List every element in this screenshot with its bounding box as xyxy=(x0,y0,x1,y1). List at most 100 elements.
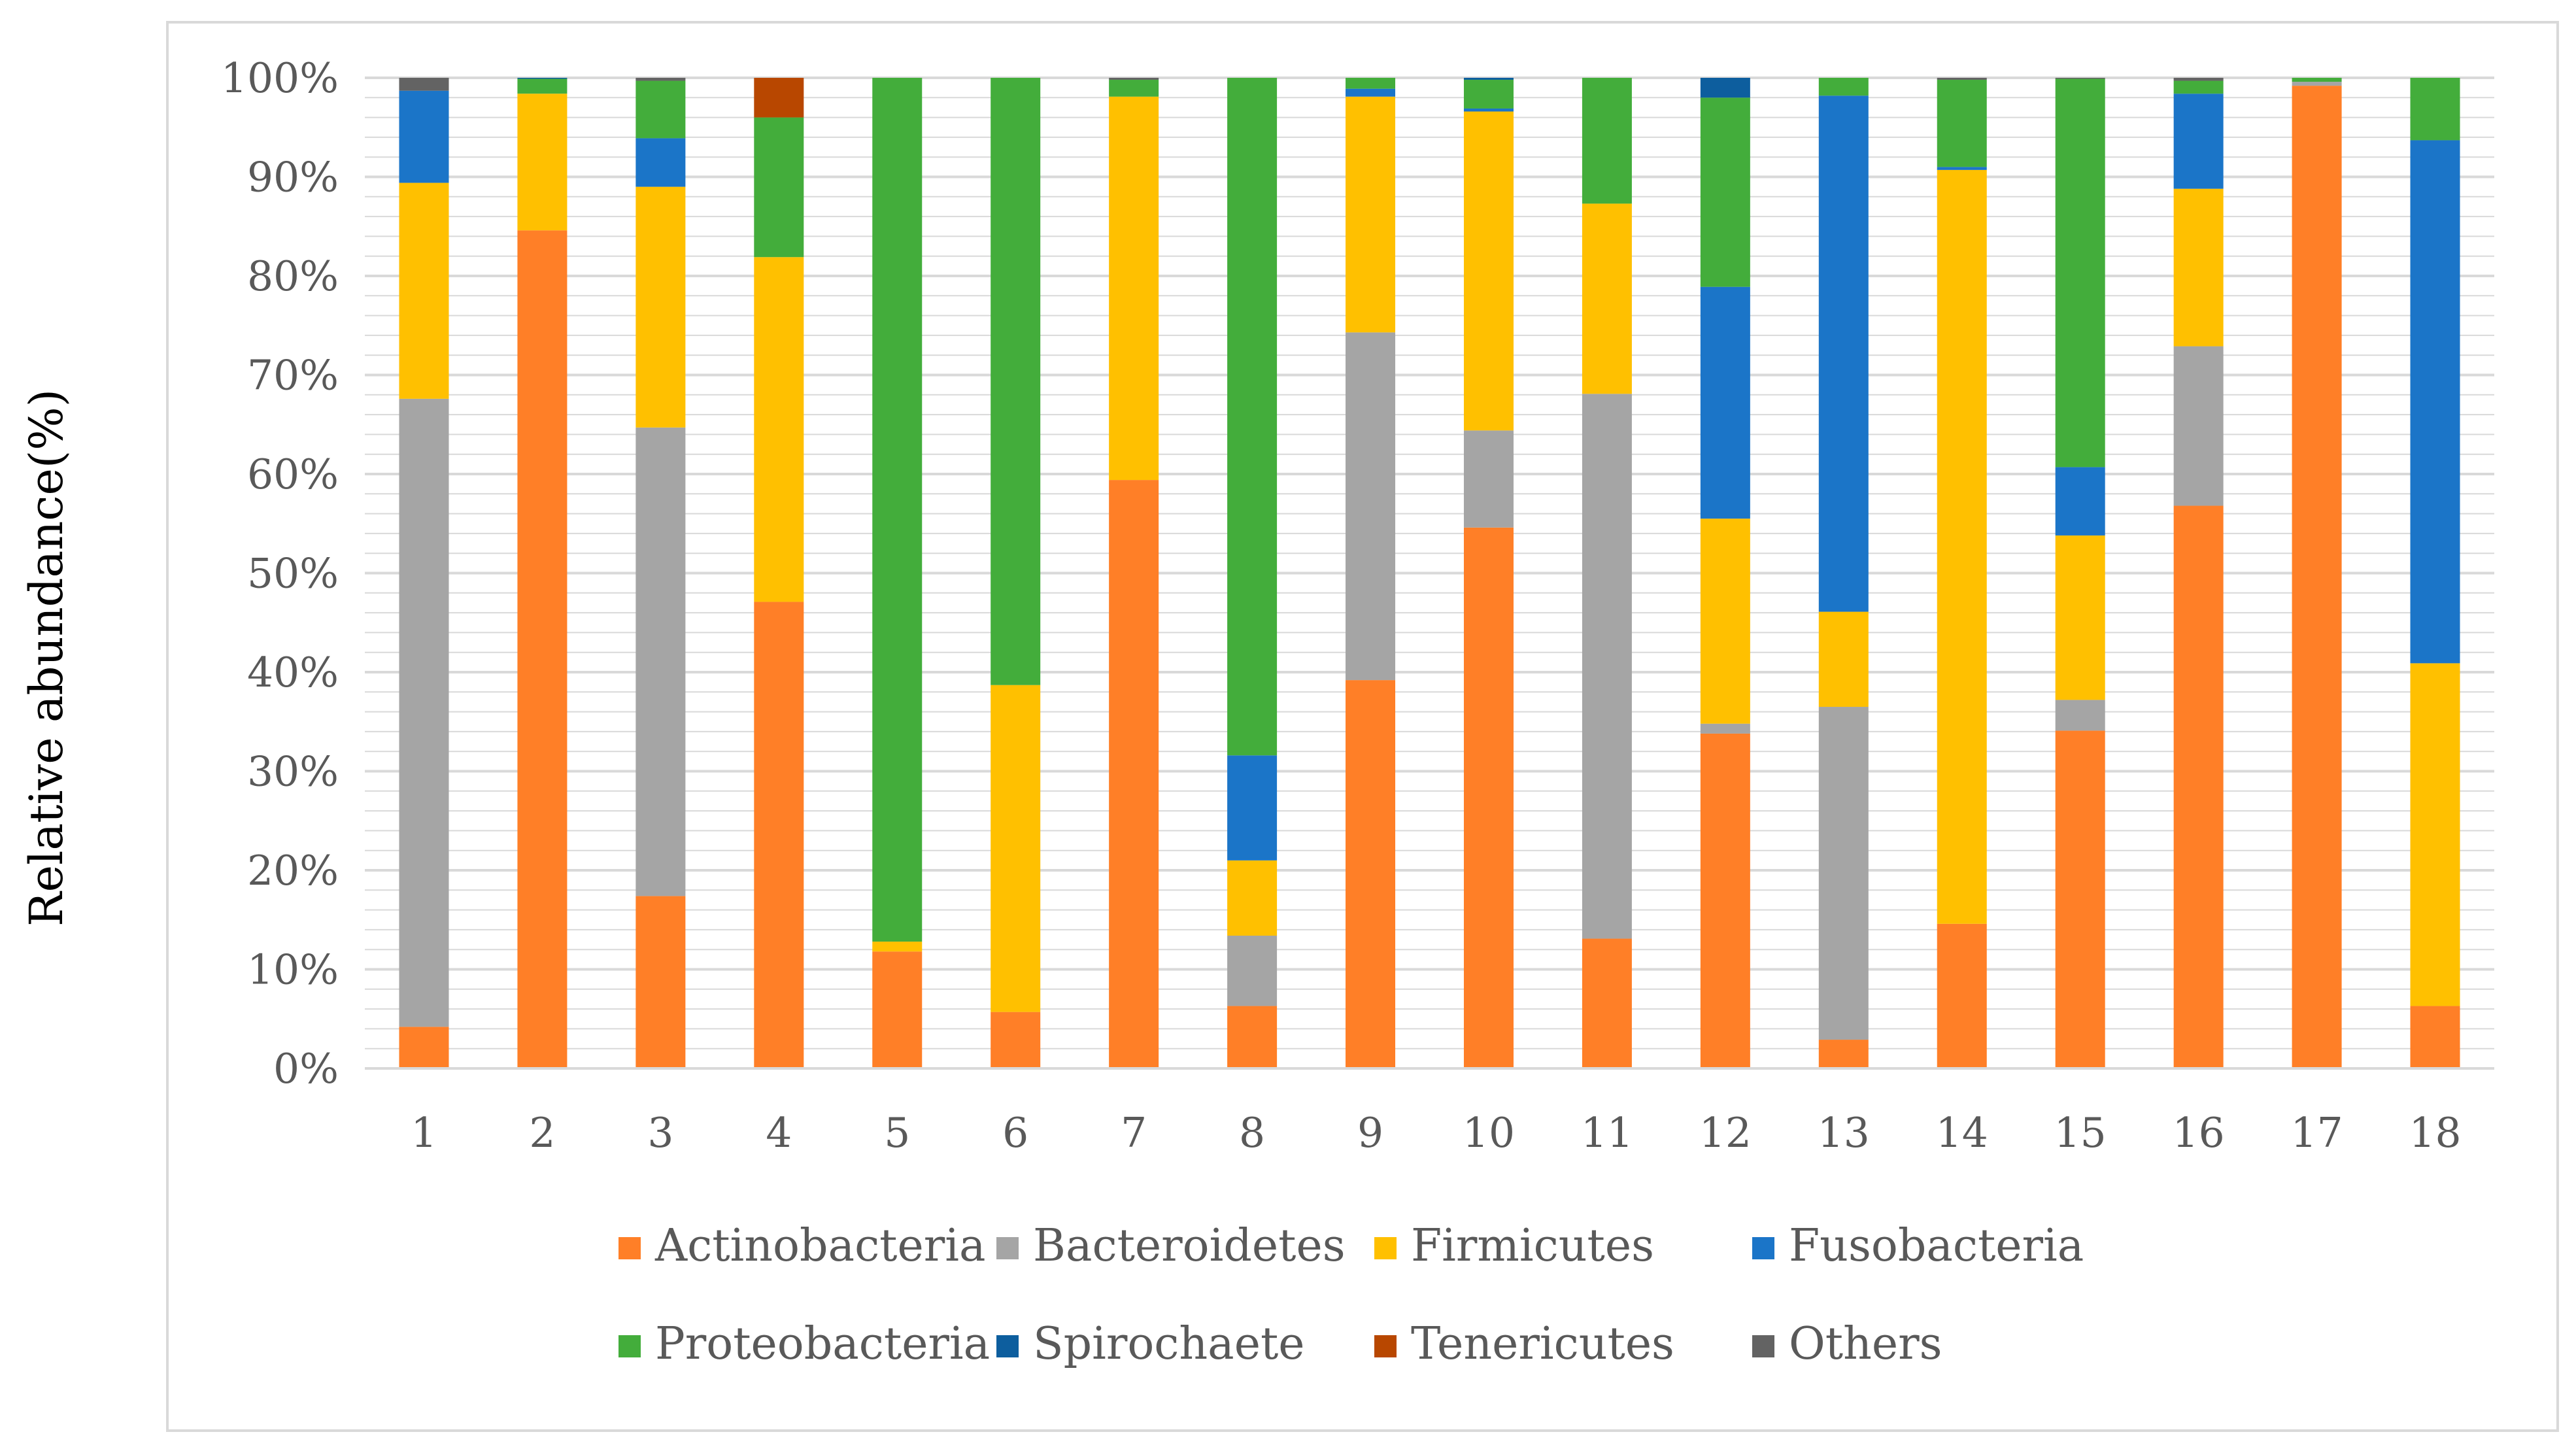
legend-swatch xyxy=(619,1335,641,1357)
bar-segment-proteobacteria xyxy=(2410,78,2460,141)
bar-segment-proteobacteria xyxy=(1463,80,1514,109)
bar-segment-firmicutes xyxy=(1463,111,1514,431)
bar-segment-fusobacteria xyxy=(2410,140,2460,664)
legend-label: Others xyxy=(1789,1318,1942,1370)
bar-segment-actinobacteria xyxy=(2055,730,2105,1068)
bar-segment-fusobacteria xyxy=(399,90,449,183)
bar-segment-firmicutes xyxy=(991,685,1041,1012)
bar-segment-firmicutes xyxy=(1582,203,1632,394)
x-tick-label: 8 xyxy=(1239,1109,1265,1157)
bar-segment-tenericutes xyxy=(754,78,804,118)
bar-segment-firmicutes xyxy=(1227,860,1278,936)
bar-segment-actinobacteria xyxy=(2410,1006,2460,1068)
y-tick-label: 60% xyxy=(247,451,339,498)
bar-segment-fusobacteria xyxy=(1700,286,1750,519)
bar-segment-actinobacteria xyxy=(1582,938,1632,1068)
bar-segment-actinobacteria xyxy=(1109,480,1159,1068)
legend-swatch xyxy=(1752,1237,1774,1259)
x-tick-label: 18 xyxy=(2409,1109,2461,1157)
x-tick-label: 15 xyxy=(2054,1109,2107,1157)
bar-segment-fusobacteria xyxy=(2173,94,2224,189)
bar-segment-fusobacteria xyxy=(1463,108,1514,112)
axes: 0%10%20%30%40%50%60%70%80%90%100%1 2 3 4 5 6 7… xyxy=(221,54,2494,1157)
bar-segment-firmicutes xyxy=(2173,188,2224,347)
bar-segment-actinobacteria xyxy=(1937,923,1987,1068)
bar-segment-bacteroidetes xyxy=(2292,82,2342,86)
legend-swatch xyxy=(996,1237,1019,1259)
x-tick-label: 16 xyxy=(2173,1109,2225,1157)
y-tick-label: 100% xyxy=(221,54,339,102)
bar-segment-others xyxy=(2055,78,2105,79)
bar-segment-firmicutes xyxy=(2410,663,2460,1006)
y-tick-label: 70% xyxy=(247,352,339,400)
legend-swatch xyxy=(996,1335,1019,1357)
bar-segment-fusobacteria xyxy=(1227,755,1278,860)
bar-segment-actinobacteria xyxy=(991,1012,1041,1068)
legend: Actinobacteria Bacteroidetes Firmicutes Fus… xyxy=(619,1220,2084,1370)
bar-segment-spirochaete xyxy=(517,78,568,79)
bar-segment-firmicutes xyxy=(399,182,449,399)
bar-segment-others xyxy=(1109,78,1159,80)
legend-label: Fusobacteria xyxy=(1789,1220,2084,1272)
legend-swatch xyxy=(1374,1237,1397,1259)
bar-segment-spirochaete xyxy=(1463,78,1514,80)
bar-segment-fusobacteria xyxy=(2055,467,2105,536)
bar-segment-actinobacteria xyxy=(1346,680,1396,1068)
bar-segment-spirochaete xyxy=(1700,78,1750,98)
bar-segment-actinobacteria xyxy=(754,602,804,1068)
bar-segment-firmicutes xyxy=(754,257,804,602)
x-tick-label: 5 xyxy=(884,1109,910,1157)
bar-segment-actinobacteria xyxy=(2173,505,2224,1068)
bar-segment-bacteroidetes xyxy=(1582,394,1632,939)
bar-segment-actinobacteria xyxy=(1818,1040,1869,1068)
y-axis-label: Relative abundance(%) xyxy=(20,389,73,927)
bar-segment-firmicutes xyxy=(1818,611,1869,707)
bar-segment-proteobacteria xyxy=(2173,80,2224,94)
bar-segment-firmicutes xyxy=(872,942,923,952)
y-tick-label: 40% xyxy=(247,649,339,696)
bar-segment-actinobacteria xyxy=(399,1027,449,1068)
bar-segment-proteobacteria xyxy=(1346,78,1396,89)
x-tick-label: 4 xyxy=(766,1109,792,1157)
bar-segment-bacteroidetes xyxy=(2173,346,2224,506)
x-tick-label: 1 xyxy=(411,1109,437,1157)
bar-segment-actinobacteria xyxy=(1700,733,1750,1068)
bar-segment-firmicutes xyxy=(636,186,686,428)
bar-segment-firmicutes xyxy=(1109,96,1159,481)
legend-label: Tenericutes xyxy=(1411,1318,1674,1370)
bar-segment-bacteroidetes xyxy=(1463,430,1514,528)
x-tick-label: 7 xyxy=(1121,1109,1147,1157)
x-tick-label: 13 xyxy=(1818,1109,1870,1157)
bar-segment-others xyxy=(2173,78,2224,81)
bars xyxy=(399,78,2460,1068)
bar-segment-bacteroidetes xyxy=(2055,700,2105,731)
legend-label: Firmicutes xyxy=(1411,1220,1654,1272)
bar-segment-proteobacteria xyxy=(2055,78,2105,468)
x-tick-label: 11 xyxy=(1581,1109,1633,1157)
bar-segment-proteobacteria xyxy=(636,80,686,139)
bar-segment-actinobacteria xyxy=(1227,1006,1278,1068)
bar-segment-actinobacteria xyxy=(872,951,923,1068)
bar-segment-firmicutes xyxy=(1700,519,1750,724)
x-tick-label: 9 xyxy=(1357,1109,1383,1157)
y-tick-label: 50% xyxy=(247,550,339,598)
bar-segment-proteobacteria xyxy=(754,117,804,258)
x-tick-label: 12 xyxy=(1699,1109,1752,1157)
bar-segment-others xyxy=(399,78,449,91)
bar-segment-proteobacteria xyxy=(517,78,568,94)
gridlines xyxy=(365,77,2494,1049)
bar-segment-actinobacteria xyxy=(1463,527,1514,1068)
x-tick-label: 3 xyxy=(647,1109,673,1157)
y-tick-label: 10% xyxy=(247,946,339,994)
bar-segment-firmicutes xyxy=(517,94,568,231)
bar-segment-proteobacteria xyxy=(1227,78,1278,756)
bar-segment-bacteroidetes xyxy=(1346,332,1396,681)
bar-segment-proteobacteria xyxy=(2292,78,2342,82)
y-tick-label: 30% xyxy=(247,748,339,796)
bar-segment-fusobacteria xyxy=(636,138,686,187)
bar-segment-fusobacteria xyxy=(1937,167,1987,170)
bar-segment-proteobacteria xyxy=(1582,78,1632,204)
legend-swatch xyxy=(619,1237,641,1259)
bar-segment-bacteroidetes xyxy=(399,398,449,1027)
bar-segment-fusobacteria xyxy=(1346,88,1396,97)
